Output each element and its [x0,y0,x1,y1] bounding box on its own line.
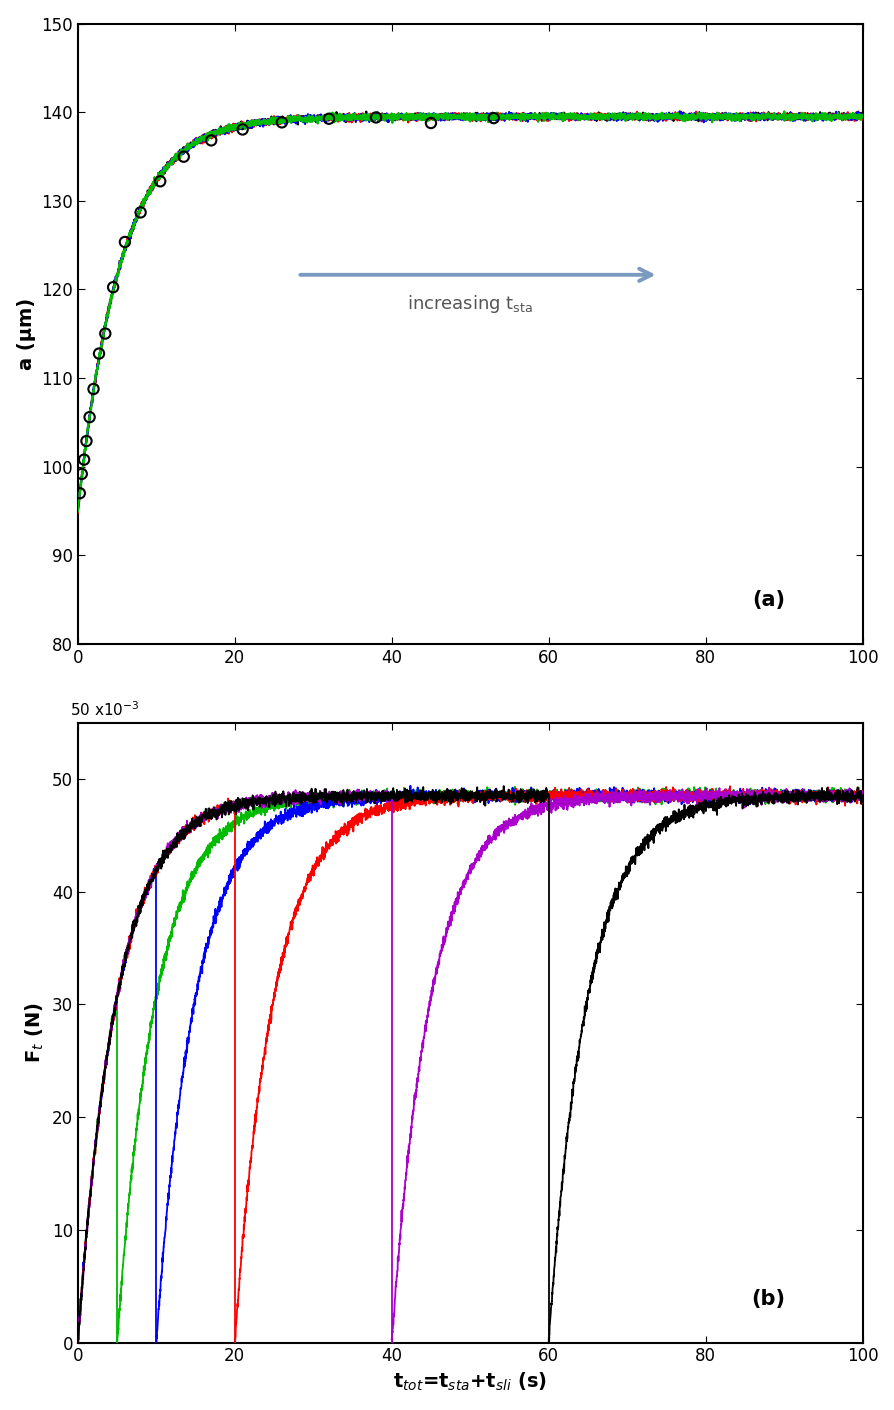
Point [486,107,501,130]
Text: (b): (b) [751,1289,784,1310]
Point [82,406,97,429]
Point [77,448,91,471]
Point [72,482,87,505]
Point [105,276,120,299]
Y-axis label: a (μm): a (μm) [17,298,36,369]
Point [74,462,89,485]
Point [204,130,218,152]
Text: (a): (a) [751,591,784,611]
Point [92,343,106,365]
Point [118,231,132,254]
Point [235,118,249,141]
Point [80,430,94,453]
Point [322,107,336,130]
Point [424,111,438,134]
Point [133,202,148,224]
Y-axis label: F$_t$ (N): F$_t$ (N) [24,1003,46,1063]
Point [98,323,113,345]
Point [153,171,167,193]
X-axis label: t$_{tot}$=t$_{sta}$+t$_{sli}$ (s): t$_{tot}$=t$_{sta}$+t$_{sli}$ (s) [392,1371,546,1393]
Point [86,378,100,400]
Point [368,106,383,128]
Point [274,111,289,134]
Text: increasing t$_\mathregular{sta}$: increasing t$_\mathregular{sta}$ [407,293,533,316]
Point [176,145,190,168]
Text: 50 x10$^{-3}$: 50 x10$^{-3}$ [70,701,139,719]
